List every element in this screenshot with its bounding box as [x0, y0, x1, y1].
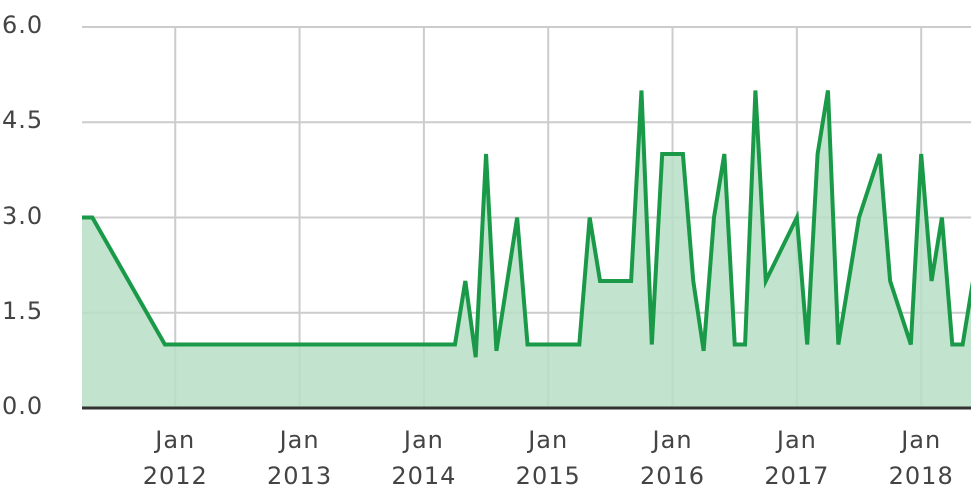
y-tick-label: 0.0 [2, 392, 44, 420]
line [82, 90, 971, 358]
x-tick-label: Jan 2012 [142, 426, 208, 490]
y-tick-label: 1.5 [2, 296, 44, 325]
area [82, 90, 971, 408]
x-tick-label: Jan 2017 [764, 426, 830, 490]
x-tick-label: Jan 2013 [267, 426, 333, 490]
y-tick-label: 6.0 [2, 11, 44, 39]
y-tick-label: 3.0 [2, 201, 44, 230]
x-tick-label: Jan 2016 [639, 426, 706, 490]
x-tick-label: Jan 2015 [515, 426, 581, 490]
y-tick-label: 4.5 [2, 106, 44, 135]
x-tick-label: Jan 2018 [888, 426, 954, 490]
x-tick-label: Jan 2014 [391, 426, 457, 490]
